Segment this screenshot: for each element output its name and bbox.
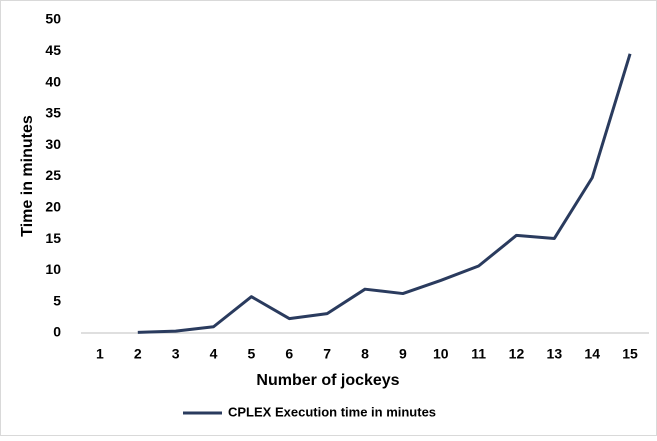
series-line — [137, 53, 632, 334]
y-tick-label: 0 — [53, 324, 61, 340]
y-tick-label: 30 — [45, 136, 61, 152]
x-tick-label: 6 — [285, 346, 293, 362]
x-tick-label: 12 — [509, 346, 525, 362]
x-tick-label: 13 — [547, 346, 563, 362]
x-tick-label: 9 — [399, 346, 407, 362]
x-tick-label: 3 — [172, 346, 180, 362]
y-axis-label: Time in minutes — [19, 115, 36, 237]
y-tick-label: 25 — [45, 167, 61, 183]
x-tick-label: 5 — [248, 346, 256, 362]
y-tick-label: 45 — [45, 42, 61, 58]
y-tick-label: 5 — [53, 292, 61, 308]
x-tick-label: 7 — [323, 346, 331, 362]
y-tick-label: 10 — [45, 261, 61, 277]
x-tick-label: 10 — [433, 346, 449, 362]
y-tick-label: 20 — [45, 199, 61, 215]
x-tick-label: 11 — [471, 346, 486, 362]
x-axis-label: Number of jockeys — [256, 372, 399, 389]
y-tick-label: 40 — [45, 73, 61, 89]
x-tick-label: 14 — [584, 346, 600, 362]
x-tick-label: 2 — [134, 346, 142, 362]
y-tick-label: 35 — [45, 105, 61, 121]
x-tick-label: 15 — [622, 346, 638, 362]
x-tick-label: 4 — [210, 346, 218, 362]
x-tick-label: 1 — [96, 346, 104, 362]
y-tick-label: 15 — [45, 230, 61, 246]
x-tick-label: 8 — [361, 346, 369, 362]
legend-label: CPLEX Execution time in minutes — [228, 404, 436, 419]
y-tick-label: 50 — [45, 11, 61, 27]
